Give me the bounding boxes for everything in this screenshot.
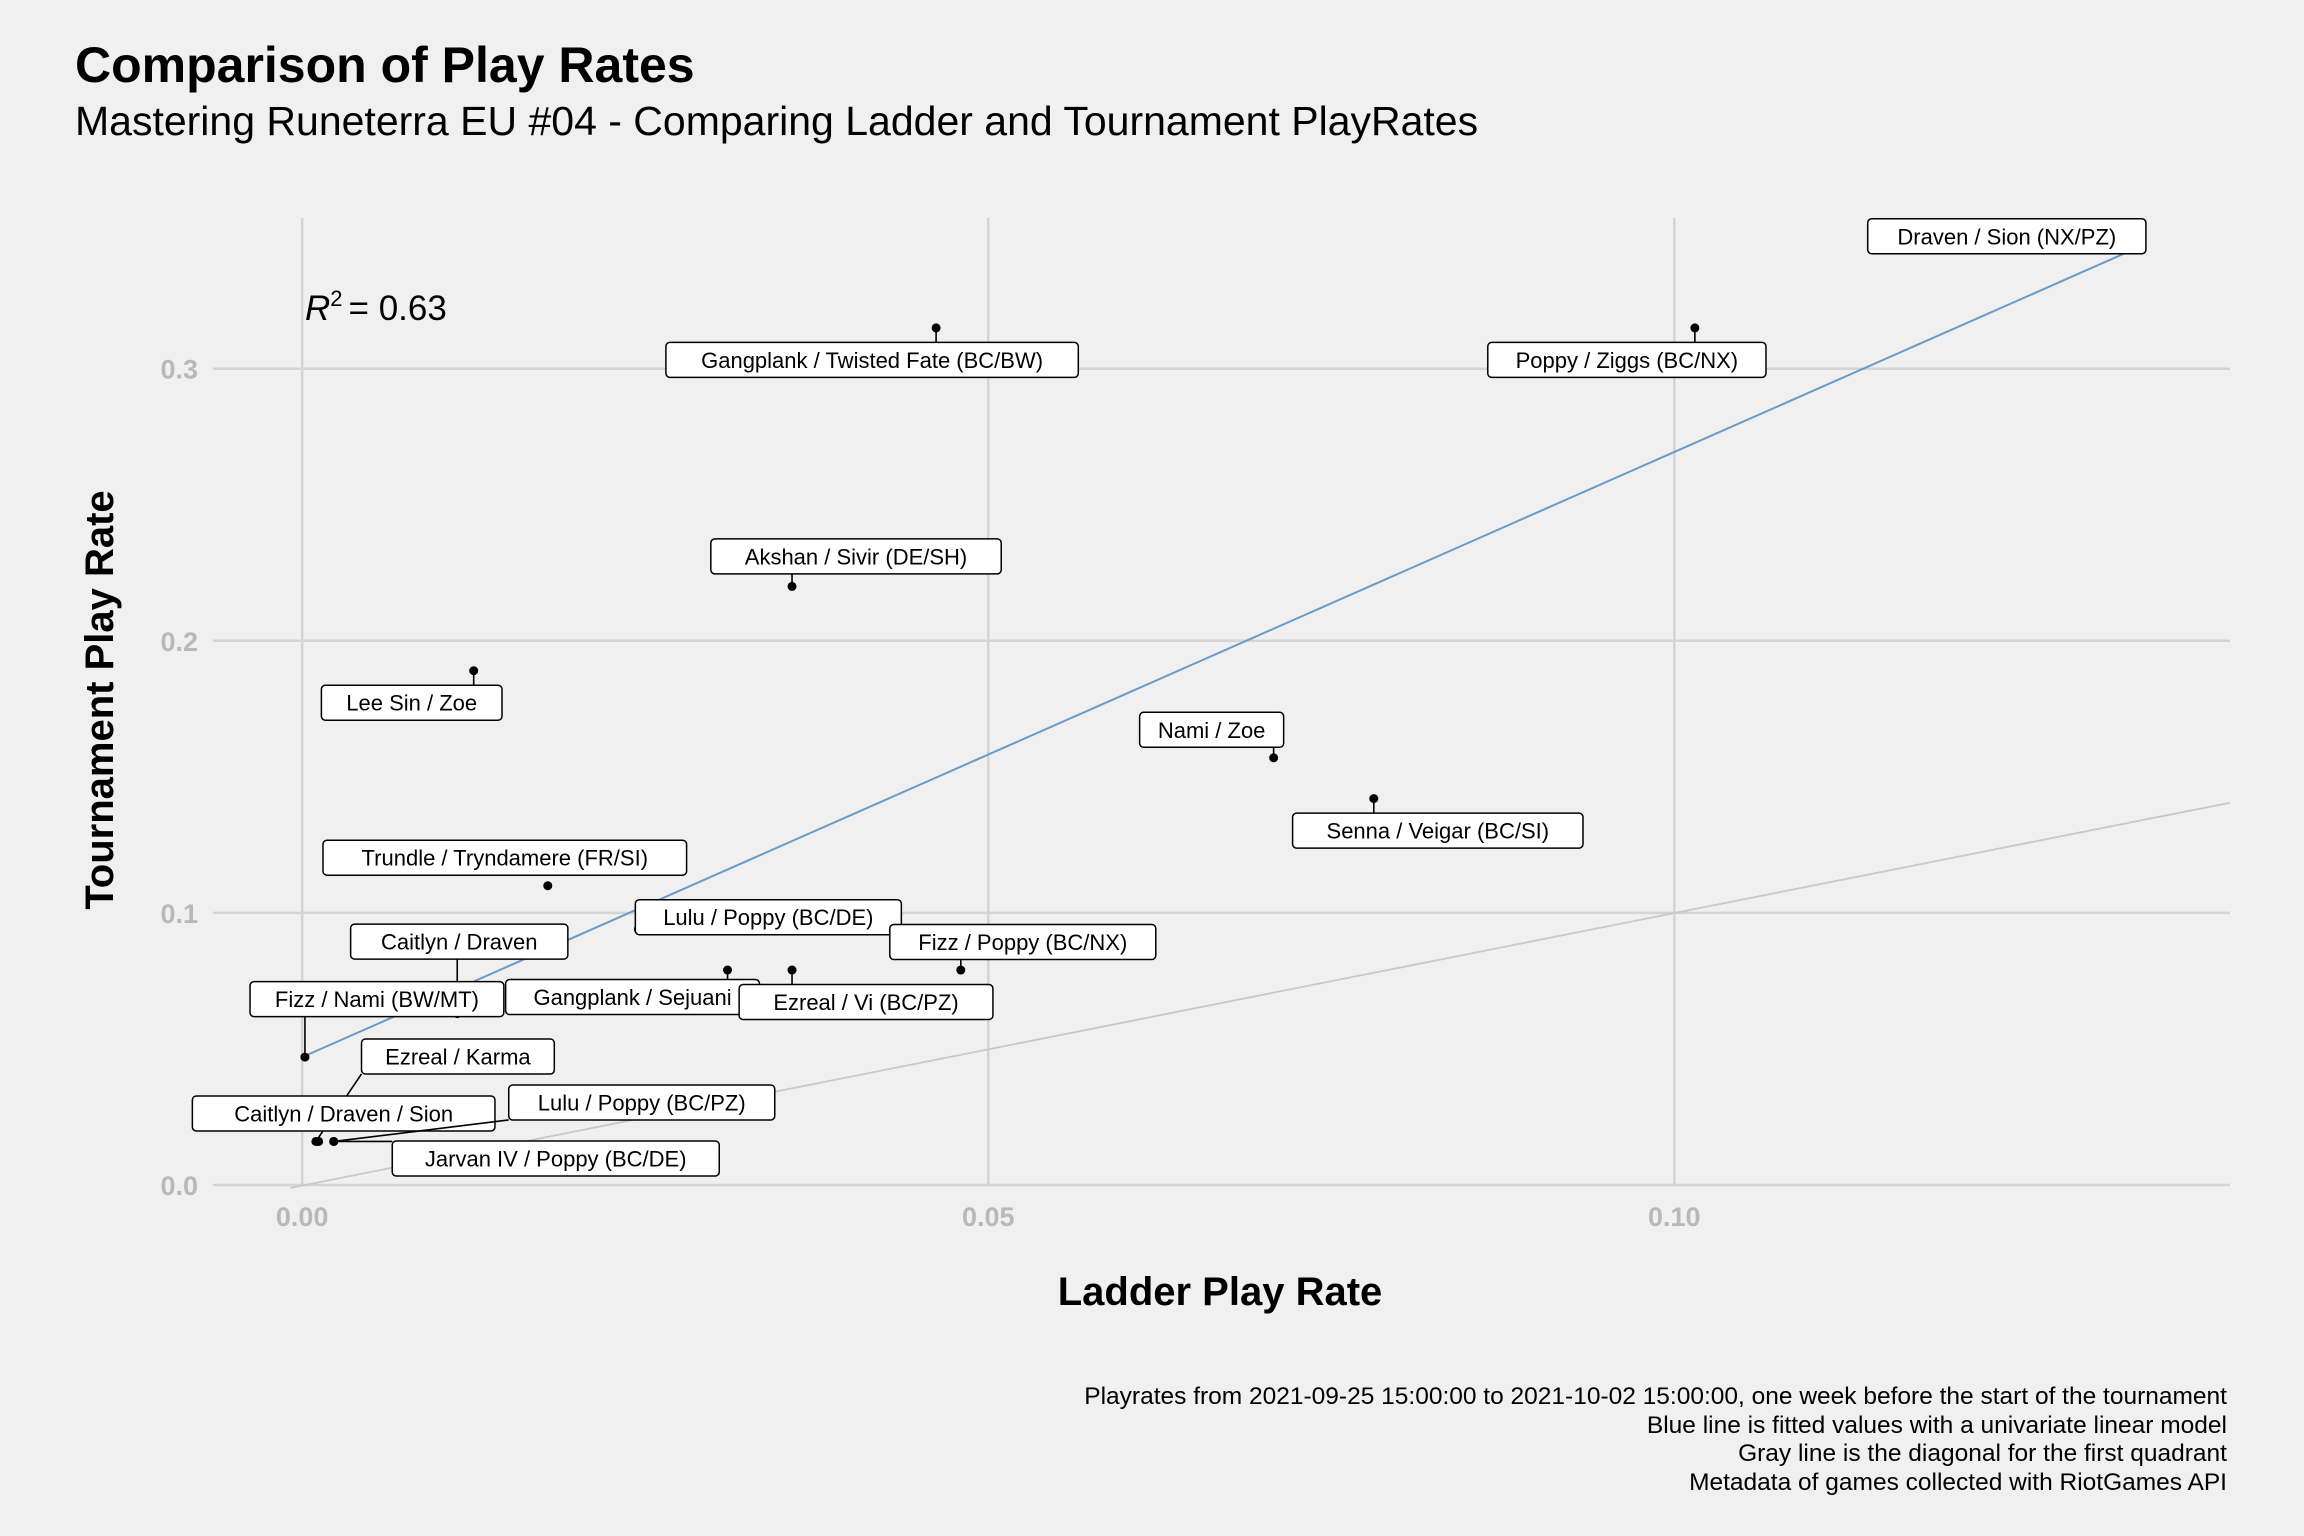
point-label-box	[391, 1140, 720, 1177]
point-label-box	[889, 923, 1157, 961]
point-label-box	[1138, 711, 1285, 749]
y-tick-label: 0.0	[160, 1171, 198, 1201]
caption-line: Blue line is fitted values with a univar…	[1646, 1411, 2227, 1439]
point-label: Ezreal / Karma	[385, 1044, 531, 1069]
point-label-box	[349, 923, 569, 960]
point-label: Ezreal / Vi (BC/PZ)	[773, 990, 958, 1015]
chart-subtitle: Mastering Runeterra EU #04 - Comparing L…	[75, 98, 1479, 144]
point-label-box	[634, 898, 903, 936]
y-tick-label: 0.3	[160, 355, 198, 385]
data-point	[314, 1136, 324, 1146]
point-label: Poppy / Ziggs (BC/NX)	[1516, 348, 1739, 373]
y-axis-title: Tournament Play Rate	[78, 490, 122, 909]
point-label: Jarvan IV / Poppy (BC/DE)	[425, 1146, 687, 1171]
point-label-box	[710, 538, 1002, 575]
point-label: Lee Sin / Zoe	[346, 691, 477, 716]
point-label: Lulu / Poppy (BC/PZ)	[538, 1090, 746, 1115]
x-tick-label: 0.10	[1648, 1202, 1701, 1232]
x-tick-label: 0.00	[276, 1202, 329, 1232]
point-label-box	[249, 980, 505, 1018]
point-label-box	[191, 1095, 496, 1132]
point-labels: Draven / Sion (NX/PZ) Poppy / Ziggs (BC/N…	[191, 218, 2147, 1177]
y-tick-label: 0.1	[160, 899, 198, 929]
x-tick-label: 0.05	[962, 1202, 1015, 1232]
reference-lines	[290, 245, 2231, 1189]
fit-line	[301, 245, 2142, 1059]
point-label: Lulu / Poppy (BC/DE)	[663, 905, 873, 930]
point-label-box	[322, 839, 688, 876]
label-leader-line	[333, 1119, 509, 1143]
point-label: Nami / Zoe	[1158, 718, 1266, 743]
caption-line: Metadata of games collected with RiotGam…	[1689, 1468, 2227, 1496]
point-label: Draven / Sion (NX/PZ)	[1897, 224, 2116, 249]
caption-line: Gray line is the diagonal for the first …	[1738, 1440, 2227, 1467]
point-label-box	[738, 983, 994, 1021]
point-label: Senna / Veigar (BC/SI)	[1327, 819, 1550, 844]
point-label-box	[360, 1038, 556, 1075]
axis-ticks: 0.00 0.05 0.10 0.0 0.1 0.2 0.3	[160, 355, 1700, 1232]
grid-lines	[213, 218, 2230, 1187]
r-squared-value: = 0.63	[349, 289, 447, 328]
point-label: Akshan / Sivir (DE/SH)	[745, 544, 968, 569]
caption-line: Playrates from 2021-09-25 15:00:00 to 20…	[1084, 1383, 2227, 1410]
data-point	[543, 881, 553, 891]
diagonal-line	[290, 801, 2231, 1189]
point-label-box	[1487, 341, 1767, 379]
r-squared-annotation: R2 = 0.63	[305, 286, 447, 328]
point-label-box	[1866, 218, 2147, 255]
point-label-box	[507, 1084, 776, 1121]
point-label: Caitlyn / Draven	[381, 930, 538, 955]
point-label: Gangplank / Twisted Fate (BC/BW)	[701, 348, 1043, 373]
chart-title: Comparison of Play Rates	[75, 37, 695, 93]
y-tick-label: 0.2	[160, 627, 198, 657]
point-label: Caitlyn / Draven / Sion	[234, 1101, 453, 1126]
point-label: Fizz / Nami (BW/MT)	[275, 987, 479, 1012]
point-label-box	[320, 684, 503, 721]
point-label-box	[665, 341, 1080, 379]
x-axis-title: Ladder Play Rate	[1058, 1270, 1383, 1314]
point-label: Gangplank / Sejuani	[533, 985, 731, 1010]
caption: Playrates from 2021-09-25 15:00:00 to 20…	[1084, 1383, 2227, 1497]
point-label: Fizz / Poppy (BC/NX)	[918, 930, 1127, 955]
point-label-box	[1291, 812, 1584, 849]
point-label: Trundle / Tryndamere (FR/SI)	[362, 846, 648, 871]
